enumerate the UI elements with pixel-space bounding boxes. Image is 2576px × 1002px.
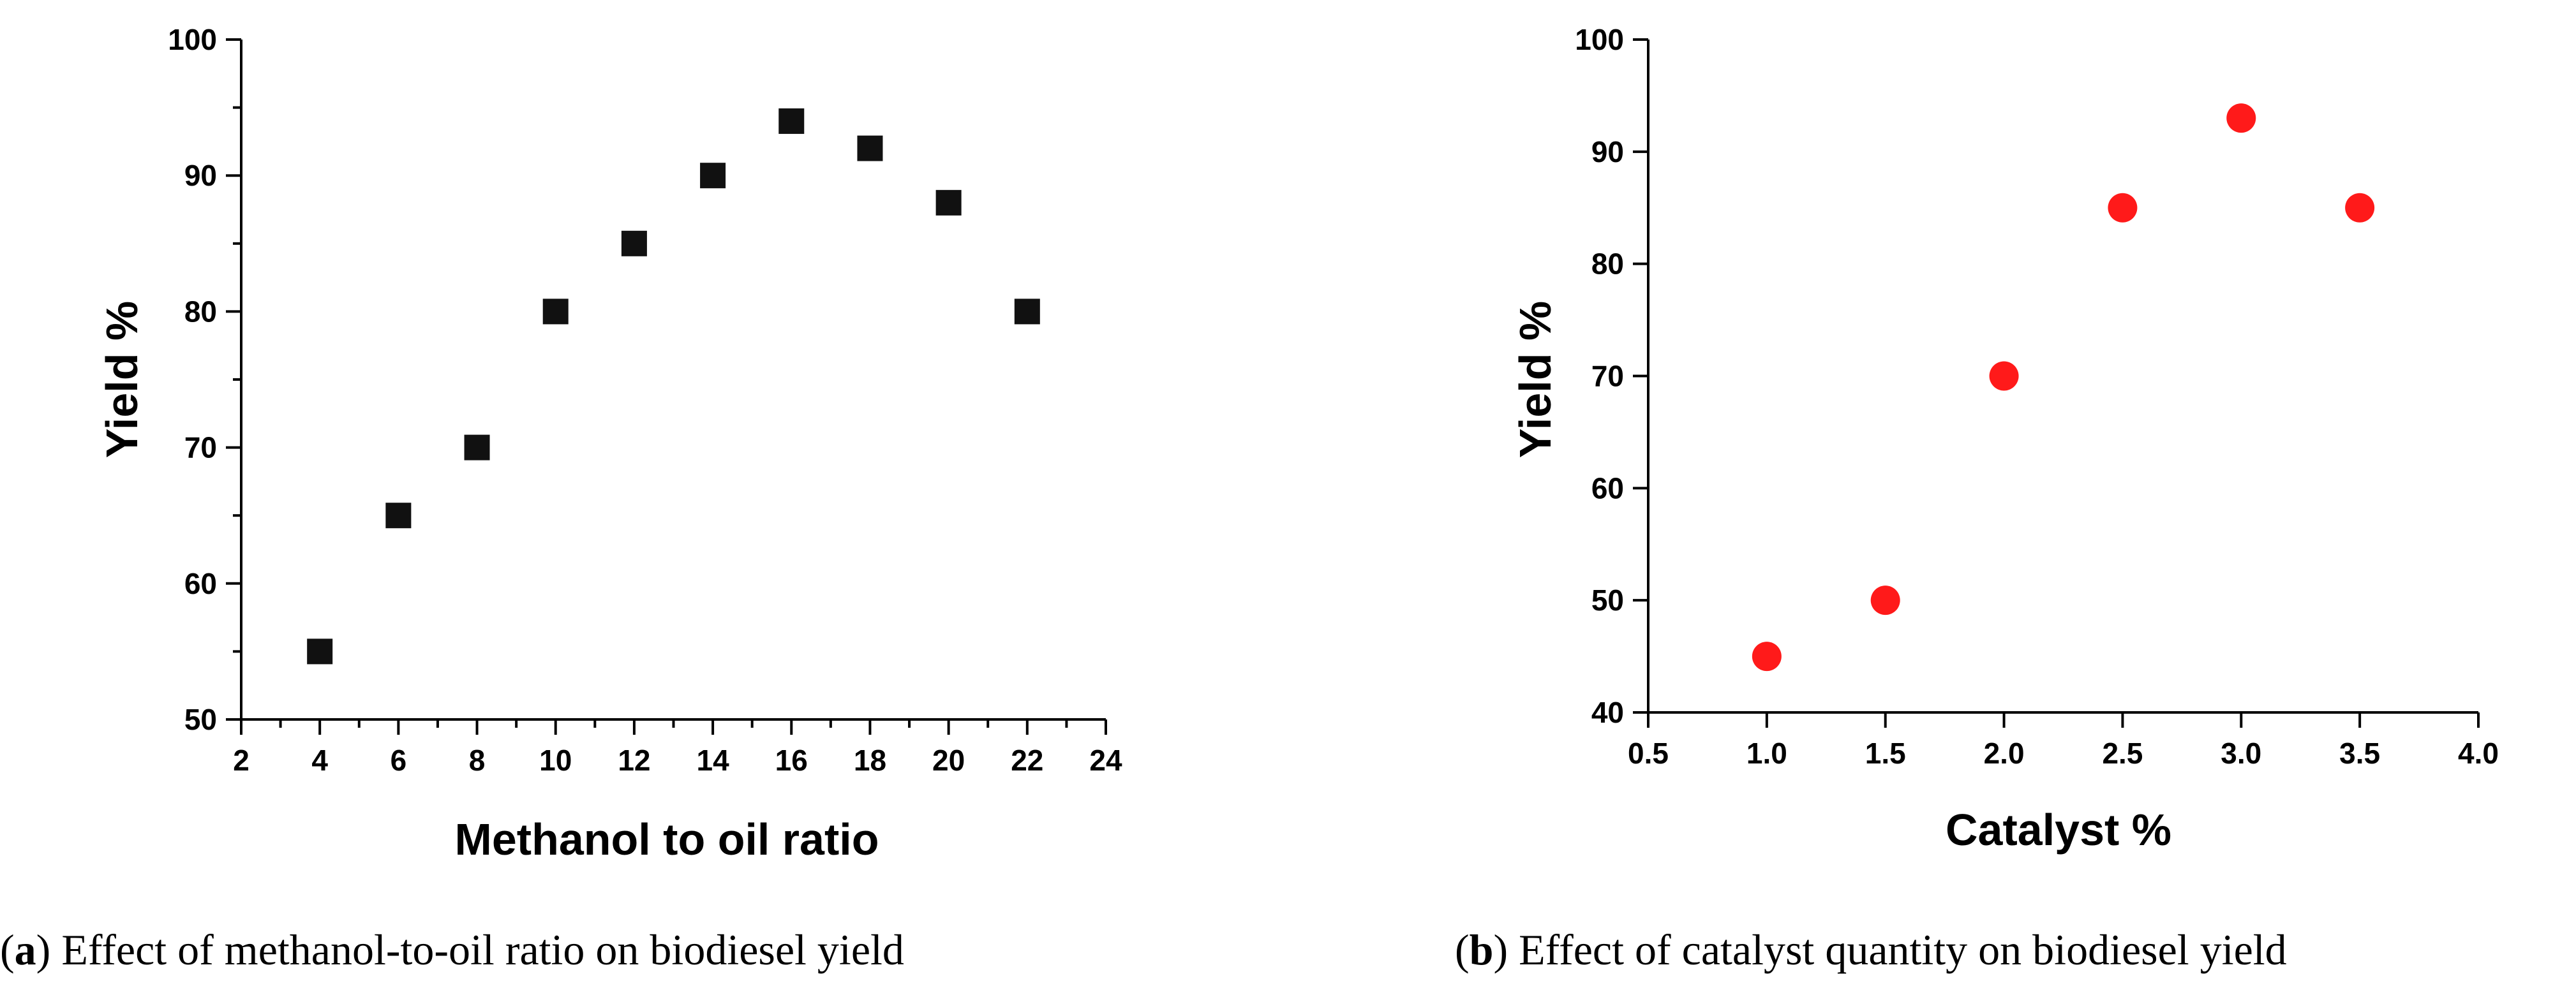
chart-b-caption-letter: b (1470, 925, 1494, 974)
chart-b-x-tick-label: 2.0 (1984, 737, 2025, 770)
chart-b-x-tick-label: 0.5 (1628, 737, 1669, 770)
chart-b-point (1870, 586, 1900, 615)
chart-a-x-tick-label: 18 (854, 744, 886, 777)
chart-a-points (307, 108, 1040, 665)
chart-a-y-tick-label: 50 (184, 703, 217, 736)
chart-a-x-tick-label: 12 (618, 744, 650, 777)
chart-a-x-tick-label: 20 (932, 744, 965, 777)
chart-a-point (542, 298, 569, 325)
chart-b-y-tick-label: 100 (1575, 23, 1624, 56)
chart-a-x-tick-label: 4 (311, 744, 328, 777)
chart-b-point (1989, 361, 2019, 391)
chart-a-caption-letter: a (15, 925, 36, 974)
chart-a-x-tick-label: 22 (1011, 744, 1043, 777)
chart-a-x-tick-label: 8 (469, 744, 486, 777)
chart-b-points (1752, 103, 2375, 672)
chart-b-x-tick-label: 3.0 (2221, 737, 2261, 770)
chart-a-y-tick-label: 70 (184, 431, 217, 464)
chart-a-point (700, 163, 726, 189)
chart-a-x-tick-label: 14 (697, 744, 730, 777)
chart-b-x-tick-label: 2.5 (2102, 737, 2143, 770)
chart-a-y-tick-label: 90 (184, 159, 217, 192)
chart-b-caption: (b) Effect of catalyst quantity on biodi… (1455, 925, 2287, 974)
chart-a-y-axis-title: Yield % (97, 301, 147, 458)
chart-b-point (2345, 193, 2375, 223)
chart-a-caption: (a) Effect of methanol-to-oil ratio on b… (0, 925, 904, 974)
chart-b-y-tick-label: 60 (1591, 471, 1624, 505)
chart-a-point (857, 135, 883, 161)
chart-b-x-axis-title: Catalyst % (1946, 805, 2171, 855)
chart-a-point (1014, 298, 1040, 325)
chart-a-point (778, 108, 805, 134)
chart-a-x-tick-label: 6 (391, 744, 407, 777)
chart-a-point (464, 434, 490, 460)
chart-b-caption-text: Effect of catalyst quantity on biodiesel… (1519, 925, 2287, 974)
chart-a-y-tick-label: 60 (184, 567, 217, 600)
chart-a-point (935, 189, 962, 216)
chart-b-x-tick-label: 4.0 (2458, 737, 2499, 770)
chart-b-axes: 0.5 1.0 1.5 2.0 2.5 3.0 3.5 4.0 40 50 60 70 80 90 100 (1575, 23, 2499, 770)
chart-a-x-tick-label: 16 (775, 744, 808, 777)
chart-a-caption-text: Effect of methanol-to-oil ratio on biodi… (61, 925, 904, 974)
chart-b-y-tick-label: 40 (1591, 696, 1624, 729)
chart-a-y-tick-label: 80 (184, 295, 217, 328)
chart-b-x-tick-label: 1.5 (1865, 737, 1906, 770)
chart-b-y-axis-title: Yield % (1510, 301, 1560, 458)
chart-b-y-tick-label: 70 (1591, 360, 1624, 393)
chart-a-x-axis-title: Methanol to oil ratio (455, 814, 879, 864)
chart-b-y-tick-label: 80 (1591, 247, 1624, 281)
chart-a-x-tick-label: 10 (539, 744, 572, 777)
chart-b-y-tick-label: 50 (1591, 584, 1624, 617)
chart-b-point (2226, 103, 2256, 133)
chart-a-point (621, 230, 647, 256)
chart-b: 0.5 1.0 1.5 2.0 2.5 3.0 3.5 4.0405060708090100 … (1455, 23, 2499, 974)
chart-a-point (385, 503, 412, 529)
chart-b-point (1752, 642, 1782, 672)
chart-b-y-tick-label: 90 (1591, 135, 1624, 168)
chart-b-point (2108, 193, 2138, 223)
chart-b-x-tick-label: 1.0 (1746, 737, 1787, 770)
chart-a-y-tick-label: 100 (168, 23, 217, 56)
chart-b-x-tick-label: 3.5 (2339, 737, 2380, 770)
chart-a-point (307, 638, 333, 665)
chart-a-x-tick-label: 2 (233, 744, 249, 777)
chart-a-x-tick-label: 24 (1089, 744, 1122, 777)
